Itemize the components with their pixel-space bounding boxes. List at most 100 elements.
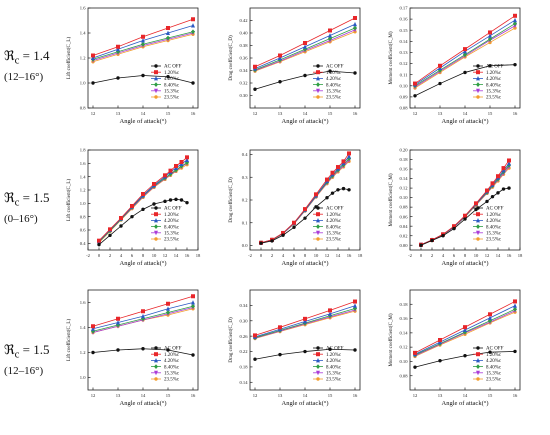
- y-tick-label: 1.4: [80, 325, 86, 330]
- data-point: [303, 216, 307, 220]
- legend-label: 1.20%c: [326, 353, 342, 358]
- legend-label: AC OFF: [486, 207, 504, 212]
- x-tick-label: 4: [282, 253, 285, 258]
- x-tick-label: 14: [463, 393, 468, 398]
- legend-label: 1.20%c: [486, 213, 502, 218]
- y-tick-label: 1.2: [80, 188, 86, 193]
- legend-label: 23.5%c: [326, 96, 342, 101]
- y-tick-label: 0.04: [399, 224, 408, 229]
- y-tick-label: 0.16: [399, 167, 408, 172]
- data-point: [507, 160, 511, 166]
- y-tick-label: 1.4: [80, 174, 86, 179]
- data-point: [488, 30, 492, 35]
- x-tick-label: 14: [303, 111, 308, 116]
- legend-marker: [476, 352, 480, 357]
- data-point: [168, 198, 173, 202]
- series-0: [419, 186, 511, 247]
- data-point: [130, 204, 134, 208]
- row-label-3: ℜc = 1.5 (12–16°): [4, 342, 50, 377]
- legend-label: 4.20%c: [164, 77, 180, 82]
- y-tick-label: 0.08: [399, 106, 408, 111]
- x-axis-label: Angle of attack(°): [442, 118, 489, 125]
- data-point: [91, 53, 95, 58]
- data-point: [353, 303, 357, 308]
- y-tick-label: 1.0: [80, 81, 86, 86]
- legend-marker: [316, 358, 320, 363]
- data-point: [119, 216, 123, 220]
- x-tick-label: 12: [325, 253, 330, 258]
- y-tick-label: 0.1: [242, 220, 248, 225]
- y-tick-label: 0.18: [399, 157, 408, 162]
- series-1: [253, 299, 357, 338]
- legend-marker: [476, 218, 480, 223]
- data-point: [303, 41, 307, 45]
- data-point: [452, 224, 456, 229]
- series-2: [91, 300, 195, 331]
- data-point: [253, 333, 257, 338]
- legend-marker: [154, 212, 158, 217]
- legend-label: 1.20%c: [486, 353, 502, 358]
- legend-marker: [476, 358, 480, 363]
- data-point: [166, 35, 170, 41]
- data-point: [281, 230, 285, 235]
- y-axis-label: Lift coefficient(C_L): [67, 37, 72, 80]
- y-tick-label: 0.13: [399, 50, 408, 55]
- data-point: [141, 207, 145, 212]
- y-tick-label: 0.08: [399, 373, 408, 378]
- legend-marker: [154, 237, 158, 241]
- row-label-formula: ℜc = 1.5: [4, 342, 50, 361]
- data-point: [116, 316, 120, 321]
- series-1: [413, 13, 517, 86]
- data-point: [91, 326, 95, 331]
- data-point: [463, 70, 467, 75]
- y-tick-label: 0.17: [399, 6, 408, 11]
- y-tick-label: 0.0: [242, 243, 248, 248]
- data-point: [278, 55, 282, 60]
- x-tick-label: 18: [358, 253, 363, 258]
- legend-label: AC OFF: [326, 347, 344, 352]
- data-point: [166, 30, 170, 35]
- x-axis-label: Angle of attack(°): [120, 118, 167, 125]
- data-point: [328, 33, 332, 38]
- x-tick-label: 4: [120, 253, 123, 258]
- y-axis-label: Lift coefficient(C_L): [67, 319, 72, 362]
- data-point: [463, 217, 467, 221]
- x-tick-label: 18: [518, 253, 523, 258]
- legend-marker: [154, 370, 158, 376]
- y-tick-label: 0.12: [399, 345, 408, 350]
- y-axis-label: Moment coefficient(C_M): [389, 173, 394, 226]
- x-axis-label: Angle of attack(°): [282, 400, 329, 407]
- data-point: [413, 94, 417, 98]
- legend-marker: [476, 364, 480, 369]
- legend-label: 4.20%c: [164, 359, 180, 364]
- data-point: [463, 354, 467, 358]
- x-tick-label: 16: [507, 253, 512, 258]
- row-label-1: ℜc = 1.4 (12–16°): [4, 48, 50, 83]
- data-point: [513, 21, 517, 26]
- legend-marker: [476, 64, 480, 68]
- x-tick-label: 10: [474, 253, 479, 258]
- data-point: [97, 242, 101, 247]
- y-tick-label: 0.11: [400, 72, 409, 77]
- data-point: [341, 159, 346, 164]
- data-point: [353, 348, 357, 352]
- legend-marker: [316, 230, 320, 236]
- legend-marker: [154, 76, 158, 81]
- legend-marker: [476, 237, 480, 241]
- legend-marker: [476, 346, 480, 350]
- x-tick-label: 12: [413, 393, 418, 398]
- legend-label: 4.20%c: [486, 359, 502, 364]
- chart-panel-3-3: 12 13 14 15 16 0.08 0.10 0.12 0.14 0.16 0.18 Angle …: [389, 289, 521, 407]
- y-tick-label: 0.15: [399, 28, 408, 33]
- data-point: [191, 300, 195, 305]
- legend-marker: [316, 95, 320, 99]
- data-point: [341, 186, 346, 191]
- data-point: [488, 318, 492, 324]
- x-tick-label: 14: [141, 111, 146, 116]
- legend-marker: [154, 70, 158, 75]
- chart-panel-2-1: -2 0 2 4 6 8 10 12 14 16 18 0.4 0.6 0.8 1.0 1.2 1.4 1.6 1.…: [67, 148, 201, 267]
- data-point: [496, 174, 500, 179]
- legend-label: 15.3%c: [486, 90, 502, 95]
- x-tick-label: 18: [196, 253, 201, 258]
